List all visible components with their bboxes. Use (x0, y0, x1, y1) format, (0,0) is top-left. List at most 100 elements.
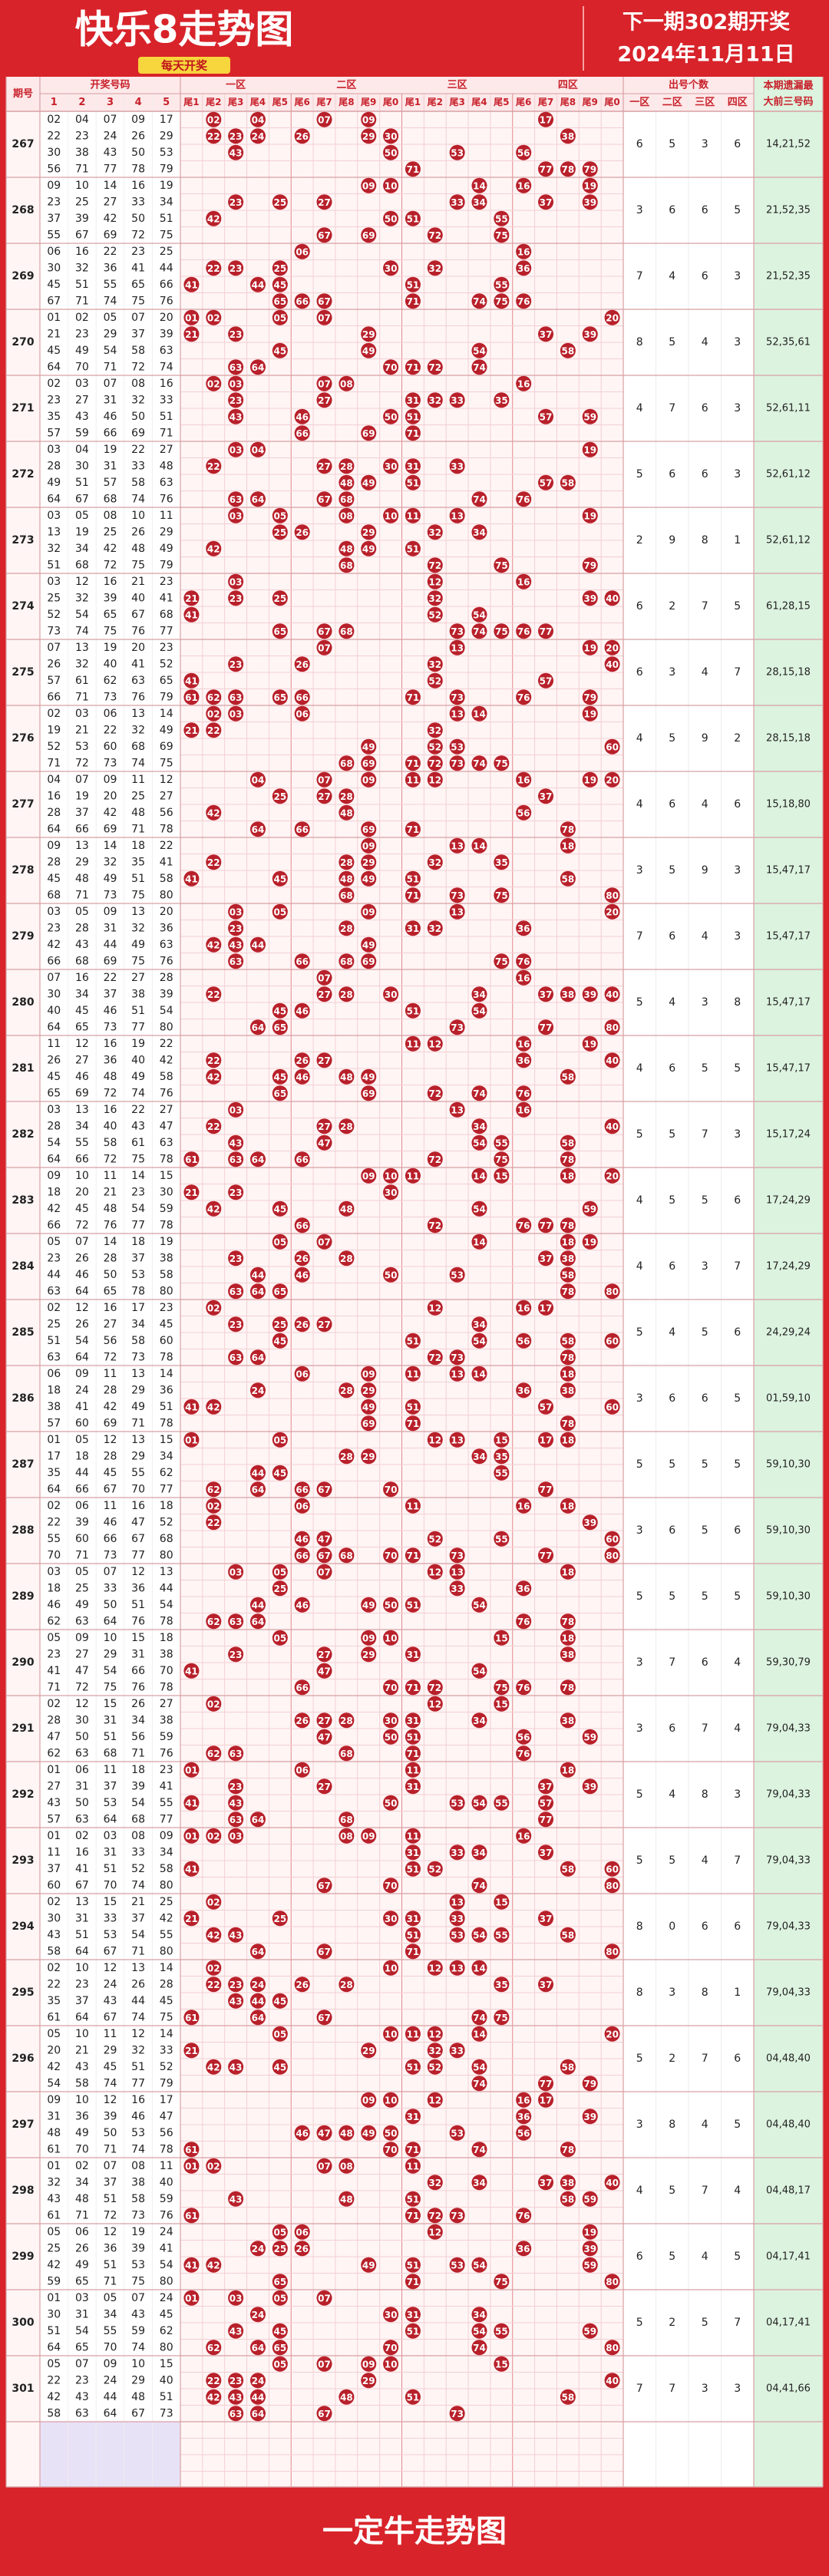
ball (206, 705, 222, 722)
ball-number: 58 (562, 2062, 575, 2072)
zone-count: 9 (669, 534, 675, 547)
drawn-number: 54 (160, 2259, 173, 2271)
zone-count: 5 (734, 1458, 741, 1471)
zone-count: 5 (734, 1062, 741, 1075)
ball (516, 1052, 532, 1068)
ball-number: 72 (428, 230, 441, 241)
drawn-number: 29 (160, 130, 173, 142)
ball-number: 26 (296, 1980, 309, 1990)
ball-number: 25 (273, 197, 286, 208)
ball-number: 12 (428, 2227, 441, 2237)
drawn-number: 41 (160, 856, 173, 868)
drawn-number: 19 (47, 724, 61, 736)
ball-number: 31 (407, 923, 420, 934)
drawn-number: 02 (47, 1896, 61, 1908)
ball (339, 854, 355, 870)
ball-number: 10 (385, 1633, 398, 1643)
ball (383, 2125, 399, 2141)
ball-number: 63 (230, 1286, 243, 1297)
ball-number: 16 (517, 973, 530, 983)
ball (405, 2307, 421, 2323)
ball (294, 1531, 310, 1547)
ball (272, 689, 288, 705)
ball-number: 45 (273, 1072, 286, 1082)
ball-number: 07 (318, 312, 331, 323)
ball (560, 161, 576, 177)
drawn-number: 51 (131, 1005, 145, 1017)
ball (516, 375, 532, 391)
ball-number: 45 (273, 2062, 286, 2072)
drawn-number: 42 (104, 543, 117, 555)
ball-number: 74 (473, 296, 486, 307)
ball (538, 1977, 554, 1993)
ball (361, 738, 377, 755)
ball (294, 1547, 310, 1564)
ball (494, 854, 510, 870)
ball (449, 623, 465, 639)
ball-number: 63 (230, 1352, 243, 1363)
ball-number: 21 (185, 593, 198, 604)
ball-number: 76 (517, 2211, 530, 2221)
ball-number: 28 (340, 1253, 353, 1264)
ball (516, 1101, 532, 1118)
ball (560, 1167, 576, 1184)
ball-number: 58 (562, 874, 575, 884)
ball-number: 51 (407, 2326, 420, 2337)
ball-number: 27 (318, 791, 331, 802)
ball-number: 75 (495, 1683, 508, 1693)
number-col-header: 2 (78, 97, 85, 108)
zone-count: 2 (669, 600, 675, 613)
zone-count: 7 (702, 2053, 708, 2065)
drawn-number: 31 (47, 2110, 61, 2122)
ball (361, 1415, 377, 1432)
zone-count: 4 (702, 2251, 708, 2263)
ball (272, 2356, 288, 2372)
ball-number: 33 (451, 1914, 464, 1924)
ball (560, 1415, 576, 1432)
ball (228, 260, 244, 276)
drawn-number: 74 (131, 2011, 145, 2023)
drawn-number: 20 (160, 312, 173, 324)
ball-number: 66 (296, 1220, 309, 1231)
ball-number: 23 (230, 197, 243, 208)
drawn-number: 13 (75, 1896, 89, 1908)
ball (560, 128, 576, 144)
ball (449, 2208, 465, 2224)
draw-date: 2024年11月11日 (617, 42, 794, 67)
miss-numbers: 59,10,30 (766, 1525, 811, 1537)
ball (206, 111, 222, 127)
period: 277 (12, 798, 34, 811)
ball-number: 62 (207, 2343, 220, 2353)
drawn-number: 26 (131, 526, 145, 538)
ball (183, 2158, 200, 2174)
ball-number: 66 (296, 1485, 309, 1495)
ball-number: 42 (207, 1072, 220, 1082)
ball (316, 293, 332, 309)
drawn-number: 67 (75, 1879, 89, 1891)
ball-number: 55 (495, 1138, 508, 1148)
ball-number: 38 (562, 1253, 575, 1264)
ball-number: 31 (407, 1782, 420, 1792)
ball-number: 34 (473, 527, 486, 538)
ball-number: 49 (362, 2260, 375, 2271)
drawn-number: 16 (104, 1038, 117, 1050)
drawn-number: 73 (104, 1021, 117, 1033)
ball (183, 1399, 200, 1415)
ball (316, 1878, 332, 1894)
drawn-number: 19 (160, 1236, 173, 1248)
drawn-number: 39 (104, 2110, 117, 2122)
drawn-number: 10 (75, 2028, 89, 2040)
ball-number: 12 (428, 1963, 441, 1973)
drawn-number: 78 (160, 2143, 173, 2155)
ball (560, 1068, 576, 1085)
ball-number: 02 (207, 114, 220, 125)
ball-number: 09 (362, 841, 375, 851)
ball (249, 2241, 266, 2257)
ball-number: 42 (207, 2260, 220, 2271)
ball-number: 31 (407, 1914, 420, 1924)
drawn-number: 51 (131, 1599, 145, 1611)
drawn-number: 73 (47, 625, 61, 637)
ball-number: 11 (407, 2029, 420, 2039)
ball-number: 45 (273, 1204, 286, 1214)
drawn-number: 21 (47, 328, 61, 340)
